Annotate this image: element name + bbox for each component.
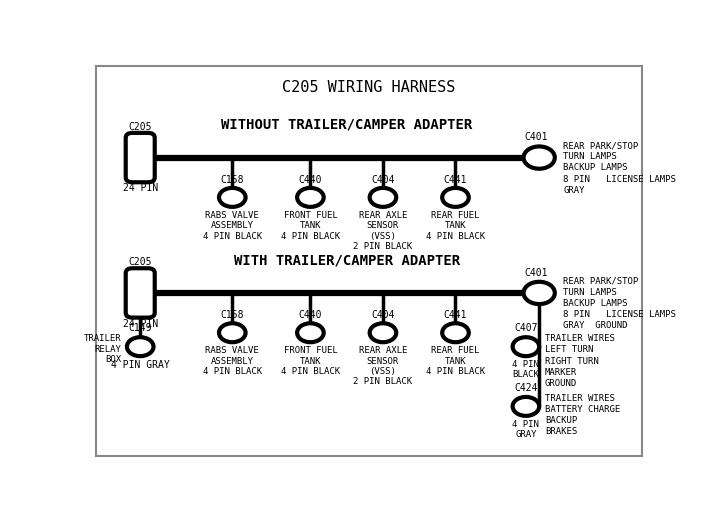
Text: 8 PIN   LICENSE LAMPS: 8 PIN LICENSE LAMPS	[563, 310, 676, 319]
Text: 4 PIN BLACK: 4 PIN BLACK	[281, 367, 340, 376]
Circle shape	[297, 188, 324, 207]
Text: TURN LAMPS: TURN LAMPS	[563, 153, 617, 161]
Text: MARKER: MARKER	[545, 368, 577, 377]
Text: 4 PIN BLACK: 4 PIN BLACK	[203, 232, 262, 240]
Circle shape	[219, 323, 246, 342]
Text: LEFT TURN: LEFT TURN	[545, 345, 593, 354]
Circle shape	[127, 337, 153, 356]
Text: C149: C149	[128, 323, 152, 333]
Text: C404: C404	[372, 310, 395, 320]
Text: BATTERY CHARGE: BATTERY CHARGE	[545, 405, 620, 414]
Circle shape	[369, 323, 396, 342]
Text: GROUND: GROUND	[545, 379, 577, 388]
Text: C407: C407	[514, 323, 538, 333]
Circle shape	[513, 397, 539, 416]
Text: TANK: TANK	[300, 221, 321, 230]
Text: C441: C441	[444, 310, 467, 320]
Text: C205: C205	[128, 121, 152, 132]
Text: BACKUP LAMPS: BACKUP LAMPS	[563, 299, 628, 308]
Text: C158: C158	[220, 310, 244, 320]
Text: 4 PIN BLACK: 4 PIN BLACK	[203, 367, 262, 376]
Text: GRAY: GRAY	[515, 430, 536, 439]
Text: REAR PARK/STOP: REAR PARK/STOP	[563, 141, 639, 150]
Text: 4 PIN GRAY: 4 PIN GRAY	[111, 360, 170, 370]
Text: C440: C440	[299, 175, 322, 185]
Text: REAR FUEL: REAR FUEL	[431, 211, 480, 220]
Text: SENSOR: SENSOR	[366, 221, 399, 230]
Text: 8 PIN   LICENSE LAMPS: 8 PIN LICENSE LAMPS	[563, 175, 676, 184]
Text: C205 WIRING HARNESS: C205 WIRING HARNESS	[282, 80, 456, 95]
Text: BLACK: BLACK	[513, 371, 539, 379]
Circle shape	[442, 323, 469, 342]
Text: 24 PIN: 24 PIN	[122, 184, 158, 193]
Text: TANK: TANK	[445, 221, 467, 230]
Text: (VSS): (VSS)	[369, 232, 397, 240]
Text: FRONT FUEL: FRONT FUEL	[284, 346, 337, 355]
Text: WITH TRAILER/CAMPER ADAPTER: WITH TRAILER/CAMPER ADAPTER	[233, 253, 460, 267]
Text: 24 PIN: 24 PIN	[122, 319, 158, 329]
FancyBboxPatch shape	[126, 133, 155, 183]
Circle shape	[219, 188, 246, 207]
Text: RABS VALVE: RABS VALVE	[205, 211, 259, 220]
Text: C404: C404	[372, 175, 395, 185]
Text: 4 PIN BLACK: 4 PIN BLACK	[426, 232, 485, 240]
Text: 4 PIN: 4 PIN	[513, 420, 539, 429]
Text: 4 PIN BLACK: 4 PIN BLACK	[426, 367, 485, 376]
Text: C441: C441	[444, 175, 467, 185]
Text: REAR AXLE: REAR AXLE	[359, 211, 407, 220]
Text: 4 PIN: 4 PIN	[513, 360, 539, 369]
Text: RIGHT TURN: RIGHT TURN	[545, 357, 598, 366]
Circle shape	[297, 323, 324, 342]
Text: ASSEMBLY: ASSEMBLY	[211, 221, 253, 230]
Text: BACKUP: BACKUP	[545, 416, 577, 425]
Text: 2 PIN BLACK: 2 PIN BLACK	[354, 377, 413, 386]
Text: GRAY: GRAY	[563, 186, 585, 195]
Text: RELAY: RELAY	[94, 344, 122, 354]
Circle shape	[369, 188, 396, 207]
Text: TRAILER: TRAILER	[84, 334, 122, 343]
Text: TANK: TANK	[300, 357, 321, 366]
Text: TURN LAMPS: TURN LAMPS	[563, 287, 617, 297]
Text: BRAKES: BRAKES	[545, 428, 577, 436]
Circle shape	[523, 146, 555, 169]
Text: GRAY  GROUND: GRAY GROUND	[563, 321, 628, 330]
Text: ASSEMBLY: ASSEMBLY	[211, 357, 253, 366]
Circle shape	[442, 188, 469, 207]
Text: C205: C205	[128, 257, 152, 267]
Text: 4 PIN BLACK: 4 PIN BLACK	[281, 232, 340, 240]
Text: REAR FUEL: REAR FUEL	[431, 346, 480, 355]
Text: BACKUP LAMPS: BACKUP LAMPS	[563, 163, 628, 173]
Text: FRONT FUEL: FRONT FUEL	[284, 211, 337, 220]
Circle shape	[513, 337, 539, 356]
Text: C401: C401	[525, 268, 548, 278]
Text: WITHOUT TRAILER/CAMPER ADAPTER: WITHOUT TRAILER/CAMPER ADAPTER	[221, 118, 472, 132]
Text: REAR PARK/STOP: REAR PARK/STOP	[563, 277, 639, 285]
Text: REAR AXLE: REAR AXLE	[359, 346, 407, 355]
Text: C158: C158	[220, 175, 244, 185]
Text: TRAILER WIRES: TRAILER WIRES	[545, 394, 615, 403]
Text: BOX: BOX	[105, 355, 122, 364]
Circle shape	[523, 282, 555, 304]
Text: TANK: TANK	[445, 357, 467, 366]
Text: C440: C440	[299, 310, 322, 320]
Text: 2 PIN BLACK: 2 PIN BLACK	[354, 242, 413, 251]
Text: SENSOR: SENSOR	[366, 357, 399, 366]
Text: TRAILER WIRES: TRAILER WIRES	[545, 334, 615, 343]
Text: C401: C401	[525, 132, 548, 143]
Text: (VSS): (VSS)	[369, 367, 397, 376]
FancyBboxPatch shape	[126, 268, 155, 317]
Text: RABS VALVE: RABS VALVE	[205, 346, 259, 355]
Text: C424: C424	[514, 383, 538, 393]
